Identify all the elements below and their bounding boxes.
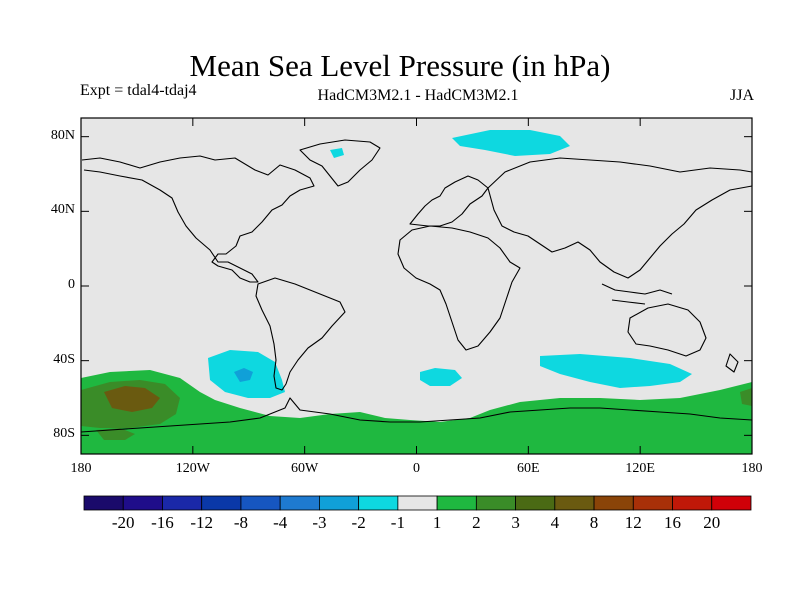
colorbar-label: 2	[472, 513, 481, 532]
greenland-cyan-patch	[330, 148, 344, 158]
lon-tick-label: 180	[741, 461, 763, 476]
north-america-coastline	[81, 155, 315, 283]
australia-coastline	[627, 303, 707, 357]
lat-tick-label: 80S	[53, 426, 75, 442]
colorbar-label: 8	[589, 513, 599, 532]
indonesia-coastline	[601, 283, 673, 305]
lon-tick-label: 60E	[517, 461, 540, 476]
colorbar-label: 1	[432, 513, 442, 532]
season-label: JJA	[729, 87, 754, 104]
colorbar-swatch	[83, 495, 124, 511]
colorbar-swatch	[632, 495, 673, 511]
lon-tick-label: 120W	[175, 461, 210, 476]
south-indian-cyan-region	[540, 354, 692, 388]
arctic-cyan-region	[452, 130, 570, 156]
lon-tick-label: 60W	[291, 461, 319, 476]
lat-tick-label: 0	[68, 277, 75, 292]
antarctica-coastline	[80, 397, 753, 433]
colorbar-label: -3	[312, 513, 327, 532]
colorbar-swatch	[475, 495, 516, 511]
colorbar-label: 3	[511, 513, 520, 532]
south-america-coastline	[255, 277, 346, 391]
experiment-label: Expt = tdal4-tdaj4	[80, 82, 197, 99]
colorbar-label: 20	[703, 513, 721, 532]
colorbar-label: 16	[664, 513, 682, 532]
europe-coastline	[409, 175, 489, 227]
colorbar-swatch	[554, 495, 595, 511]
colorbar-swatch	[279, 495, 320, 511]
colorbar-label: -4	[273, 513, 288, 532]
south-pacific-lower-olive	[96, 428, 135, 440]
coastlines	[80, 139, 753, 433]
colorbar-swatch	[319, 495, 360, 511]
lon-tick-marks	[80, 118, 753, 454]
lat-tick-label: 40S	[53, 351, 75, 367]
colorbar-swatch	[397, 495, 438, 511]
lon-tick-label: 0	[413, 461, 420, 476]
colorbar-swatch	[240, 495, 281, 511]
colorbar-swatch	[515, 495, 556, 511]
new-zealand-coastline	[725, 353, 739, 373]
south-atlantic-cyan-patch	[420, 368, 462, 386]
positive-anomaly-regions	[81, 370, 752, 454]
lon-tick-label: 180	[70, 461, 92, 476]
southern-ocean-green-band	[81, 370, 752, 454]
south-pacific-blue-core	[234, 368, 253, 382]
colorbar-label: -16	[151, 513, 174, 532]
colorbar-label: -2	[351, 513, 366, 532]
asia-coastline	[487, 157, 753, 279]
chart-title: Mean Sea Level Pressure (in hPa)	[189, 48, 611, 83]
negative-anomaly-regions	[208, 130, 692, 398]
colorbar-label: 12	[624, 513, 642, 532]
colorbar-swatch	[711, 495, 752, 511]
southern-indian-olive-patch	[740, 388, 752, 406]
map-area	[80, 117, 753, 455]
lat-tick-marks	[81, 136, 752, 436]
colorbar-swatch	[672, 495, 713, 511]
colorbar-swatch	[593, 495, 634, 511]
colorbar-swatch	[122, 495, 163, 511]
colorbar-swatch	[436, 495, 477, 511]
colorbar-label: -1	[390, 513, 405, 532]
colorbar-label: -8	[233, 513, 249, 532]
africa-coastline	[397, 225, 521, 351]
colorbar	[83, 495, 752, 511]
greenland-coastline	[299, 139, 381, 187]
colorbar-swatch	[162, 495, 203, 511]
lat-tick-label: 40N	[50, 202, 75, 218]
south-pacific-brown-core	[104, 386, 160, 412]
colorbar-label: 4	[550, 513, 560, 532]
colorbar-label: -12	[190, 513, 214, 532]
colorbar-swatch	[358, 495, 399, 511]
lon-tick-label: 120E	[625, 461, 655, 476]
colorbar-label: -20	[111, 513, 135, 532]
lat-tick-label: 80N	[50, 127, 75, 143]
model-label: HadCM3M2.1 - HadCM3M2.1	[317, 87, 519, 104]
colorbar-swatch	[201, 495, 242, 511]
